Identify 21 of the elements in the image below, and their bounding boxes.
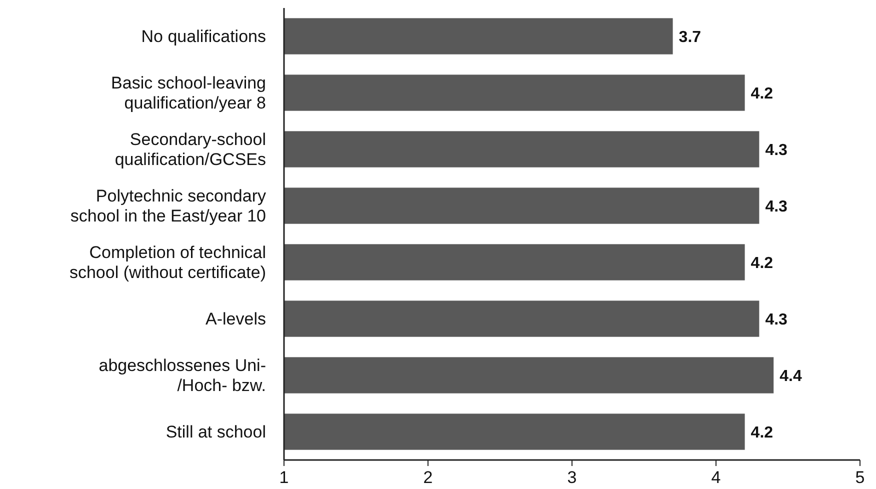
x-tick-label: 2	[423, 468, 433, 487]
data-label: 4.3	[765, 142, 788, 159]
data-label: 4.3	[765, 311, 788, 328]
y-tick-label: Completion of technical school (without certificate)	[69, 243, 266, 282]
data-label: 4.3	[765, 198, 788, 216]
data-label: 4.2	[750, 254, 774, 272]
y-tick-label: A-levels	[206, 310, 266, 329]
y-tick-label: Still at school	[166, 422, 266, 442]
x-tick-label: 4	[711, 468, 721, 487]
y-tick-label: No qualifications	[141, 27, 266, 46]
x-tick-label: 1	[279, 468, 289, 487]
data-label: 3.7	[678, 28, 702, 46]
y-tick-label: Polytechnic secondary school in the East/year 10	[70, 186, 266, 226]
x-tick-label: 5	[855, 468, 865, 487]
x-tick-label: 3	[567, 468, 577, 487]
y-tick-label: Secondary-school qualification/GCSEs	[114, 130, 266, 170]
y-tick-label: Basic school-leaving qualification/year 8	[111, 74, 266, 113]
y-tick-label: abgeschlossenes Uni- /Hoch- bzw.	[98, 356, 266, 396]
data-label: 4.2	[750, 85, 774, 102]
data-label: 4.2	[750, 424, 774, 442]
data-label: 4.4	[780, 368, 802, 385]
